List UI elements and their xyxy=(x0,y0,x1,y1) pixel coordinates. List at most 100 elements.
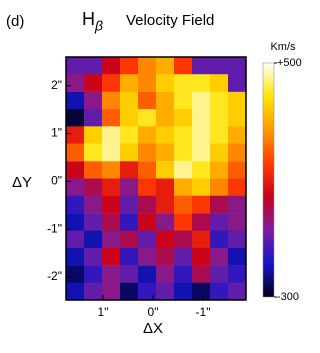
cell xyxy=(156,282,175,300)
cell xyxy=(192,57,211,75)
cell xyxy=(84,74,103,92)
cell xyxy=(120,213,139,232)
cell xyxy=(210,178,229,197)
cell xyxy=(192,247,211,266)
cell xyxy=(120,265,139,284)
cell xyxy=(210,57,229,75)
cell xyxy=(228,195,246,214)
cell xyxy=(174,178,193,197)
cell xyxy=(192,282,211,300)
cell xyxy=(210,161,229,179)
cell xyxy=(138,57,157,75)
cell xyxy=(66,282,85,300)
cell xyxy=(102,143,121,162)
cell xyxy=(84,57,103,75)
cell xyxy=(210,91,229,110)
cell xyxy=(210,195,229,214)
cell xyxy=(120,126,139,145)
cell xyxy=(120,74,139,92)
y-tick-label: -1" xyxy=(47,221,62,235)
cell xyxy=(138,109,157,127)
y-tick-label: 2" xyxy=(51,78,62,92)
cell xyxy=(210,213,229,232)
cell xyxy=(66,91,85,110)
cell xyxy=(156,91,175,110)
cell xyxy=(84,247,103,266)
cell xyxy=(66,109,85,127)
cell xyxy=(156,230,175,249)
cell xyxy=(102,178,121,197)
cell xyxy=(228,74,246,92)
cell xyxy=(84,213,103,232)
cell xyxy=(120,161,139,179)
cell xyxy=(192,109,211,127)
cell xyxy=(66,265,85,284)
cell xyxy=(84,91,103,110)
cell xyxy=(66,57,85,75)
colorbar-tick-label: -300 xyxy=(277,291,299,303)
cell xyxy=(138,265,157,284)
y-axis-label: ΔY xyxy=(12,174,32,191)
cell xyxy=(84,195,103,214)
cell xyxy=(102,282,121,300)
cell xyxy=(102,57,121,75)
y-tick-label: 0" xyxy=(51,174,62,188)
cell xyxy=(192,126,211,145)
cell xyxy=(192,195,211,214)
x-axis-label: ΔX xyxy=(143,320,163,337)
cell xyxy=(156,195,175,214)
cell xyxy=(156,74,175,92)
cell xyxy=(228,126,246,145)
cell xyxy=(210,143,229,162)
cell xyxy=(102,247,121,266)
cell xyxy=(174,247,193,266)
figure: (d) H β Velocity Field ΔY ΔX Km/s 2" 1" 0"… xyxy=(6,8,302,337)
cell xyxy=(66,247,85,266)
cell xyxy=(66,230,85,249)
cell xyxy=(120,143,139,162)
cell xyxy=(84,126,103,145)
cell xyxy=(156,109,175,127)
cell xyxy=(66,143,85,162)
cell xyxy=(120,109,139,127)
cell xyxy=(156,247,175,266)
cell xyxy=(120,91,139,110)
colorbar-label: Km/s xyxy=(270,41,296,53)
cell xyxy=(192,74,211,92)
cell xyxy=(210,126,229,145)
cell xyxy=(120,247,139,266)
cell xyxy=(156,57,175,75)
cell xyxy=(210,230,229,249)
colorbar xyxy=(262,62,275,298)
cell xyxy=(228,247,246,266)
cell xyxy=(102,195,121,214)
cell xyxy=(174,91,193,110)
cell xyxy=(138,161,157,179)
cell xyxy=(174,213,193,232)
cell xyxy=(174,282,193,300)
cell xyxy=(228,91,246,110)
cell xyxy=(210,109,229,127)
cell xyxy=(228,143,246,162)
y-tick-label: 1" xyxy=(51,126,62,140)
y-tick-label: -2" xyxy=(47,269,62,283)
x-tick-label: 0" xyxy=(148,305,159,319)
cell xyxy=(66,195,85,214)
cell xyxy=(156,178,175,197)
plot-area xyxy=(66,57,246,300)
cell xyxy=(192,161,211,179)
cell xyxy=(174,195,193,214)
cell xyxy=(66,213,85,232)
cell xyxy=(228,265,246,284)
title-symbol: H xyxy=(82,9,95,29)
plot-frame xyxy=(65,56,247,301)
cell xyxy=(84,178,103,197)
cell xyxy=(210,265,229,284)
colorbar-tick-label: +500 xyxy=(277,57,302,69)
x-tick-label: 1" xyxy=(98,305,109,319)
cell xyxy=(84,282,103,300)
cell xyxy=(228,161,246,179)
cell xyxy=(120,230,139,249)
cell xyxy=(228,109,246,127)
cell xyxy=(84,265,103,284)
